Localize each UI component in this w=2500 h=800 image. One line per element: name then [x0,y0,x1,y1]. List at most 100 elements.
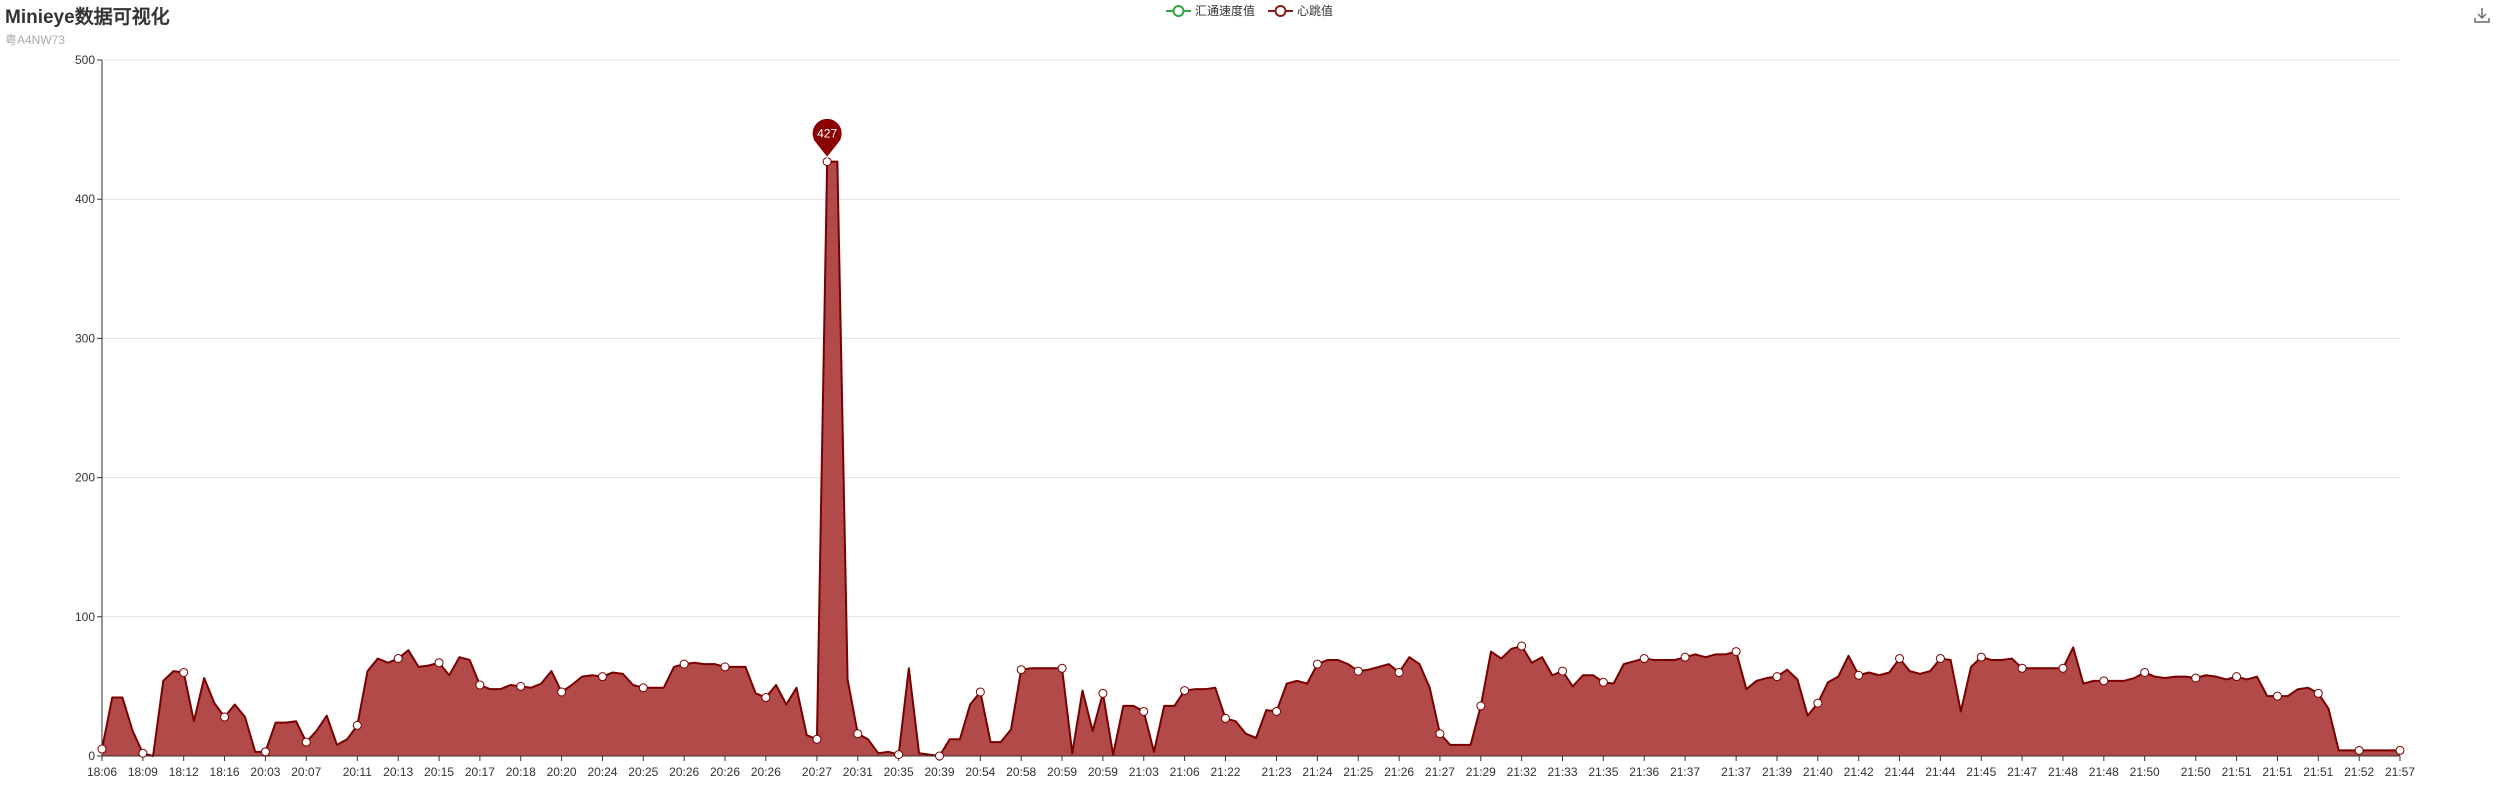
line-circle-icon [1268,4,1293,17]
x-tick-label: 21:37 [1670,765,1700,779]
x-tick-label: 21:23 [1262,765,1292,779]
data-point [1476,701,1486,711]
x-tick-label: 21:37 [1721,765,1751,779]
y-tick-label: 500 [75,53,95,67]
data-point [301,737,311,747]
x-tick-label: 20:54 [965,765,995,779]
data-point [1180,686,1190,696]
data-point [516,681,526,691]
line-circle-icon [1166,4,1191,17]
x-tick-label: 20:59 [1088,765,1118,779]
data-point [934,751,944,761]
x-tick-label: 21:03 [1129,765,1159,779]
x-tick-label: 21:22 [1210,765,1240,779]
data-point [2191,673,2201,683]
max-data-point [822,157,832,167]
x-tick-label: 20:59 [1047,765,1077,779]
y-tick-label: 300 [75,331,95,345]
data-point [1772,672,1782,682]
data-point [2099,676,2109,686]
data-point [894,750,904,760]
data-point [1813,698,1823,708]
data-point [1854,670,1864,680]
data-point [2313,688,2323,698]
x-tick-label: 21:29 [1466,765,1496,779]
data-point [1057,663,1067,673]
x-tick-label: 20:31 [843,765,873,779]
legend-label-speed: 汇通速度值 [1195,4,1256,18]
x-tick-label: 18:09 [128,765,158,779]
y-tick-label: 0 [88,749,95,763]
x-tick-label: 20:18 [506,765,536,779]
data-point [812,734,822,744]
data-point [975,687,985,697]
heartbeat-area [102,161,2400,756]
data-point [220,712,230,722]
data-point [260,747,270,757]
chart-subtitle: 粤A4NW73 [5,33,66,47]
data-point [1394,667,1404,677]
x-tick-label: 20:24 [587,765,617,779]
x-tick-label: 20:26 [751,765,781,779]
x-tick-label: 20:25 [628,765,658,779]
x-tick-label: 21:51 [2262,765,2292,779]
data-point [638,683,648,693]
y-tick-label: 100 [75,610,95,624]
x-tick-label: 21:25 [1343,765,1373,779]
x-tick-label: 21:51 [2222,765,2252,779]
data-point [1680,652,1690,662]
data-point [2354,745,2364,755]
x-tick-label: 21:48 [2089,765,2119,779]
x-tick-label: 18:16 [210,765,240,779]
data-point [97,744,107,754]
x-tick-label: 20:03 [250,765,280,779]
data-point [1731,647,1741,657]
x-tick-label: 20:15 [424,765,454,779]
download-icon [2474,8,2490,23]
x-tick-label: 21:26 [1384,765,1414,779]
x-tick-label: 21:52 [2344,765,2374,779]
max-markpoint-label: 427 [817,127,837,141]
x-tick-label: 18:12 [169,765,199,779]
legend-item-heartbeat[interactable]: 心跳值 [1268,2,1333,19]
data-point [434,658,444,668]
data-point [1935,654,1945,664]
data-point [597,672,607,682]
x-tick-label: 20:26 [710,765,740,779]
x-tick-label: 21:47 [2007,765,2037,779]
x-tick-label: 20:26 [669,765,699,779]
x-tick-label: 21:44 [1885,765,1915,779]
legend-label-heartbeat: 心跳值 [1297,4,1334,18]
data-point [1976,652,1986,662]
x-tick-label: 21:39 [1762,765,1792,779]
x-tick-label: 21:33 [1547,765,1577,779]
data-point [1139,706,1149,716]
x-tick-label: 20:20 [547,765,577,779]
data-point [1558,666,1568,676]
data-point [1098,688,1108,698]
data-point [1353,666,1363,676]
data-point [1016,665,1026,675]
x-tick-label: 20:13 [383,765,413,779]
y-tick-label: 200 [75,471,95,485]
y-tick-label: 400 [75,192,95,206]
data-point [720,662,730,672]
chart-title: Minieye数据可视化 [5,7,170,28]
data-point [1517,641,1527,651]
data-point [1598,677,1608,687]
data-point [761,693,771,703]
data-point [2232,672,2242,682]
x-tick-label: 18:06 [87,765,117,779]
x-tick-label: 20:11 [343,765,372,779]
x-tick-label: 20:39 [924,765,954,779]
x-tick-label: 20:58 [1006,765,1036,779]
data-point [1272,706,1282,716]
data-point [352,720,362,730]
max-markpoint-pin [811,117,843,159]
download-button[interactable] [2473,6,2491,29]
data-point [1435,729,1445,739]
data-point [2017,663,2027,673]
legend-item-speed[interactable]: 汇通速度值 [1166,2,1255,19]
x-tick-label: 21:51 [2303,765,2333,779]
